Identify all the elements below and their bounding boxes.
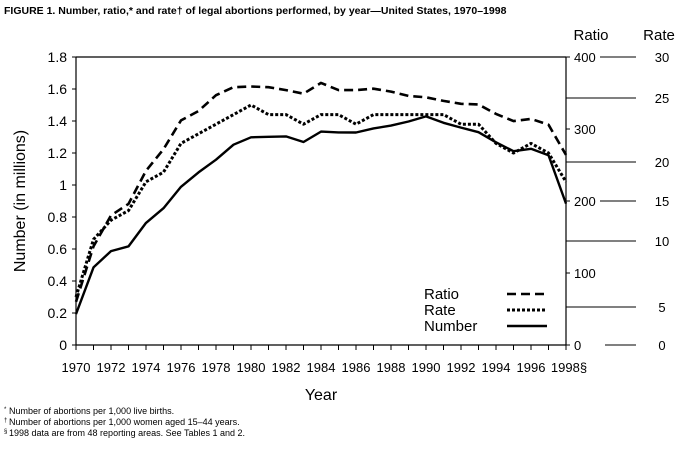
- y-tick-label: 1: [59, 177, 67, 193]
- rate-tick-label: 25: [655, 91, 669, 106]
- ratio-tick-label: 200: [574, 194, 596, 209]
- footnote-text: Number of abortions per 1,000 live birth…: [9, 406, 174, 416]
- y-tick-label: 0.6: [48, 241, 68, 257]
- ratio-axis-label: Ratio: [573, 27, 608, 44]
- y-tick-label: 0.8: [48, 209, 68, 225]
- footnote-text: 1998 data are from 48 reporting areas. S…: [9, 428, 245, 438]
- footnote-text: Number of abortions per 1,000 women aged…: [9, 417, 240, 427]
- x-tick-label: 1970: [62, 360, 91, 375]
- ratio-tick-label: 0: [574, 338, 581, 353]
- rate-tick-label: 0: [658, 338, 665, 353]
- series-line-rate: [76, 105, 566, 297]
- y-tick-label: 1.6: [48, 81, 68, 97]
- y-tick-label: 0.2: [48, 305, 68, 321]
- ratio-tick-label: 400: [574, 50, 596, 65]
- y-tick-label: 0: [59, 337, 67, 353]
- x-tick-label: 1972: [97, 360, 126, 375]
- rate-tick-label: 15: [655, 194, 669, 209]
- y-tick-label: 1.8: [48, 49, 68, 65]
- rate-axis-label: Rate: [643, 27, 675, 44]
- footnote-mark: †: [4, 418, 7, 424]
- legend-label: Ratio: [424, 286, 459, 303]
- rate-tick-label: 10: [655, 234, 669, 249]
- legend-label: Rate: [424, 302, 456, 319]
- footnote-mark: §: [4, 429, 7, 435]
- footnote-mark: *: [4, 407, 7, 413]
- rate-tick-label: 20: [655, 155, 669, 170]
- x-tick-label: 1976: [167, 360, 196, 375]
- x-tick-label: 1996: [517, 360, 546, 375]
- y-tick-label: 0.4: [48, 273, 68, 289]
- y-tick-label: 1.2: [48, 145, 68, 161]
- x-tick-label: 1988: [377, 360, 406, 375]
- x-tick-label: 1992: [447, 360, 476, 375]
- rate-tick-label: 30: [655, 50, 669, 65]
- series-line-number: [76, 116, 566, 314]
- chart-title: FIGURE 1. Number, ratio,* and rate† of l…: [4, 5, 507, 17]
- x-tick-label: 1990: [412, 360, 441, 375]
- x-tick-label: 1984: [307, 360, 336, 375]
- x-tick-label: 1980: [237, 360, 266, 375]
- legend-label: Number: [424, 318, 477, 335]
- ratio-tick-label: 100: [574, 266, 596, 281]
- x-tick-label: 1982: [272, 360, 301, 375]
- x-tick-label: 1998§: [551, 360, 587, 375]
- x-tick-label: 1974: [132, 360, 161, 375]
- y-tick-label: 1.4: [48, 113, 68, 129]
- x-axis-label: Year: [305, 387, 338, 404]
- y-axis-label: Number (in millions): [12, 130, 29, 272]
- x-tick-label: 1994: [482, 360, 511, 375]
- rate-tick-label: 5: [658, 300, 665, 315]
- ratio-tick-label: 300: [574, 122, 596, 137]
- x-tick-label: 1978: [202, 360, 231, 375]
- x-tick-label: 1986: [342, 360, 371, 375]
